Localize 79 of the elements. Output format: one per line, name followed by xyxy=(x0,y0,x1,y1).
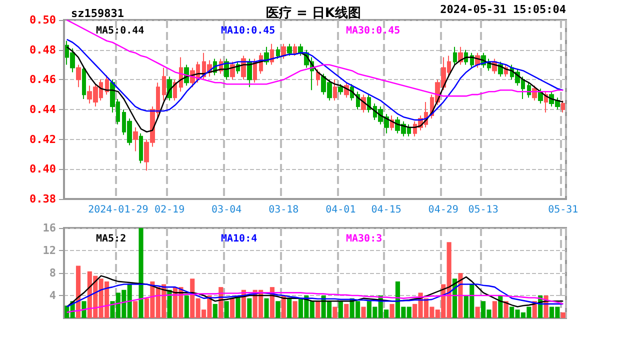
x-tick-label: 04-29 xyxy=(428,204,458,216)
x-tick-label: 03-18 xyxy=(268,204,299,216)
text: MA30:0.45 xyxy=(346,26,400,36)
y-tick-label: 0.44 xyxy=(30,103,56,116)
candlestick xyxy=(162,67,166,102)
candlestick xyxy=(316,68,320,86)
y-tick-label: 0.40 xyxy=(30,162,56,176)
bar xyxy=(230,298,235,318)
candlestick xyxy=(76,64,81,88)
candlestick xyxy=(333,79,337,102)
bar xyxy=(247,298,252,318)
candlestick xyxy=(253,58,257,84)
line-series xyxy=(66,38,564,121)
y-tick-label: 0.42 xyxy=(30,132,56,146)
candlestick xyxy=(105,74,109,96)
x-tick-label: 03-04 xyxy=(212,204,242,216)
bar xyxy=(361,306,366,318)
y-tick-label: 8 xyxy=(49,266,56,280)
candlestick xyxy=(133,126,138,152)
candlestick xyxy=(281,43,286,60)
line-series xyxy=(66,19,564,97)
x-tick-label: 02-19 xyxy=(154,204,185,216)
line-series xyxy=(66,292,564,314)
y-tick-label: 0.38 xyxy=(30,192,56,206)
bar xyxy=(492,301,497,318)
x-tick-label: 05-31 xyxy=(548,204,578,216)
bar xyxy=(332,306,338,318)
line-series xyxy=(66,46,564,133)
bar xyxy=(338,301,343,318)
candlestick xyxy=(270,43,274,66)
candlestick xyxy=(298,43,303,56)
bar xyxy=(458,273,463,318)
text: 2024-05-31 15:05:04 xyxy=(440,3,566,16)
candlestick xyxy=(561,100,565,113)
bar xyxy=(264,298,269,318)
bar xyxy=(138,228,144,318)
y-tick-label: 16 xyxy=(42,222,56,234)
text: MA30:3 xyxy=(346,234,382,244)
bar xyxy=(560,312,566,318)
candlestick xyxy=(276,46,280,60)
candlestick xyxy=(338,84,343,96)
line-series xyxy=(66,284,564,308)
text: MA10:0.45 xyxy=(221,26,276,36)
bar xyxy=(344,304,349,318)
candlestick xyxy=(453,46,457,66)
bar xyxy=(133,301,138,318)
text: MA5:2 xyxy=(96,234,126,244)
candlestick xyxy=(139,132,143,164)
candlestick xyxy=(82,66,86,100)
text: MA10:4 xyxy=(221,234,258,244)
y-tick-label: 0.50 xyxy=(30,14,56,26)
line-series xyxy=(66,275,564,308)
x-tick-label: 2024-01-29 xyxy=(88,204,148,216)
bar xyxy=(498,296,503,318)
bar xyxy=(287,298,292,318)
chart-title: 医疗 = 日K线图 xyxy=(266,5,362,21)
bar xyxy=(82,301,86,318)
y-tick-label: 4 xyxy=(49,289,56,302)
chart-subtitle: sz159831 xyxy=(71,7,124,20)
bar xyxy=(292,301,298,318)
bar xyxy=(504,301,508,318)
candlestick xyxy=(287,43,292,56)
bar xyxy=(390,304,394,318)
bar xyxy=(212,304,218,318)
y-tick-label: 0.46 xyxy=(30,73,56,86)
bar xyxy=(224,301,229,318)
bar xyxy=(76,266,81,318)
bar xyxy=(276,301,280,318)
bar xyxy=(475,306,480,318)
candlestick xyxy=(293,43,297,56)
bar xyxy=(316,301,320,318)
y-tick-label: 0.48 xyxy=(30,43,56,56)
x-tick-label: 04-15 xyxy=(371,204,402,216)
bar xyxy=(167,290,172,318)
x-tick-label: 05-13 xyxy=(468,204,498,216)
y-tick-label: 12 xyxy=(42,244,56,257)
x-tick-label: 04-01 xyxy=(326,204,356,216)
bar xyxy=(184,296,189,318)
text: MA5:0.44 xyxy=(96,26,144,36)
